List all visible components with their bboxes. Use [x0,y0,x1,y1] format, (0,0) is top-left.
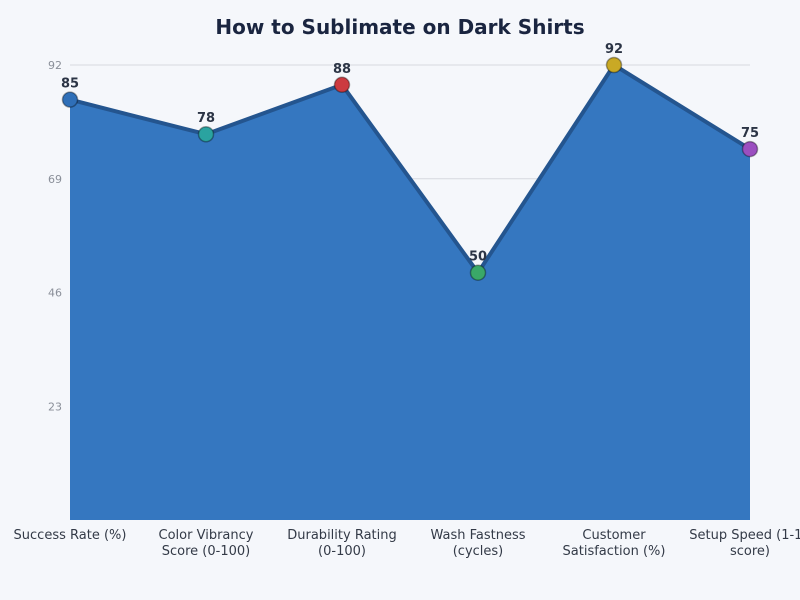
y-tick-label: 92 [48,59,62,72]
data-point [197,125,215,143]
data-label: 78 [197,111,215,126]
x-axis-labels: Success Rate (%) Color Vibrancy Score (0-1… [14,528,800,559]
chart-title: How to Sublimate on Dark Shirts [215,15,584,39]
x-tick-label: Setup Speed (1-10 score) [689,528,800,559]
data-labels: 85 78 88 50 92 75 [61,42,759,265]
area-fill [70,65,750,520]
y-tick-label: 69 [48,173,62,186]
data-points [61,56,759,281]
data-label: 50 [469,250,487,265]
x-tick-label: Durability Rating (0-100) [287,528,396,559]
x-tick-label: Success Rate (%) [14,528,127,543]
y-tick-label: 23 [48,400,62,413]
data-point [333,76,351,94]
data-point [605,56,623,74]
x-tick-label: Color Vibrancy Score (0-100) [159,528,254,559]
data-label: 88 [333,62,351,77]
data-point [741,140,759,158]
data-label: 75 [741,126,759,141]
x-tick-label: Wash Fastness (cycles) [430,528,525,559]
area-series [69,63,752,520]
y-tick-label: 46 [48,287,62,300]
data-label: 92 [605,42,623,57]
data-point [61,91,79,108]
y-axis-ticks: 23 46 69 92 [48,59,62,413]
series-line [69,63,752,275]
data-label: 85 [61,77,79,92]
data-point [469,264,487,281]
x-tick-label: Customer Satisfaction (%) [563,528,666,559]
